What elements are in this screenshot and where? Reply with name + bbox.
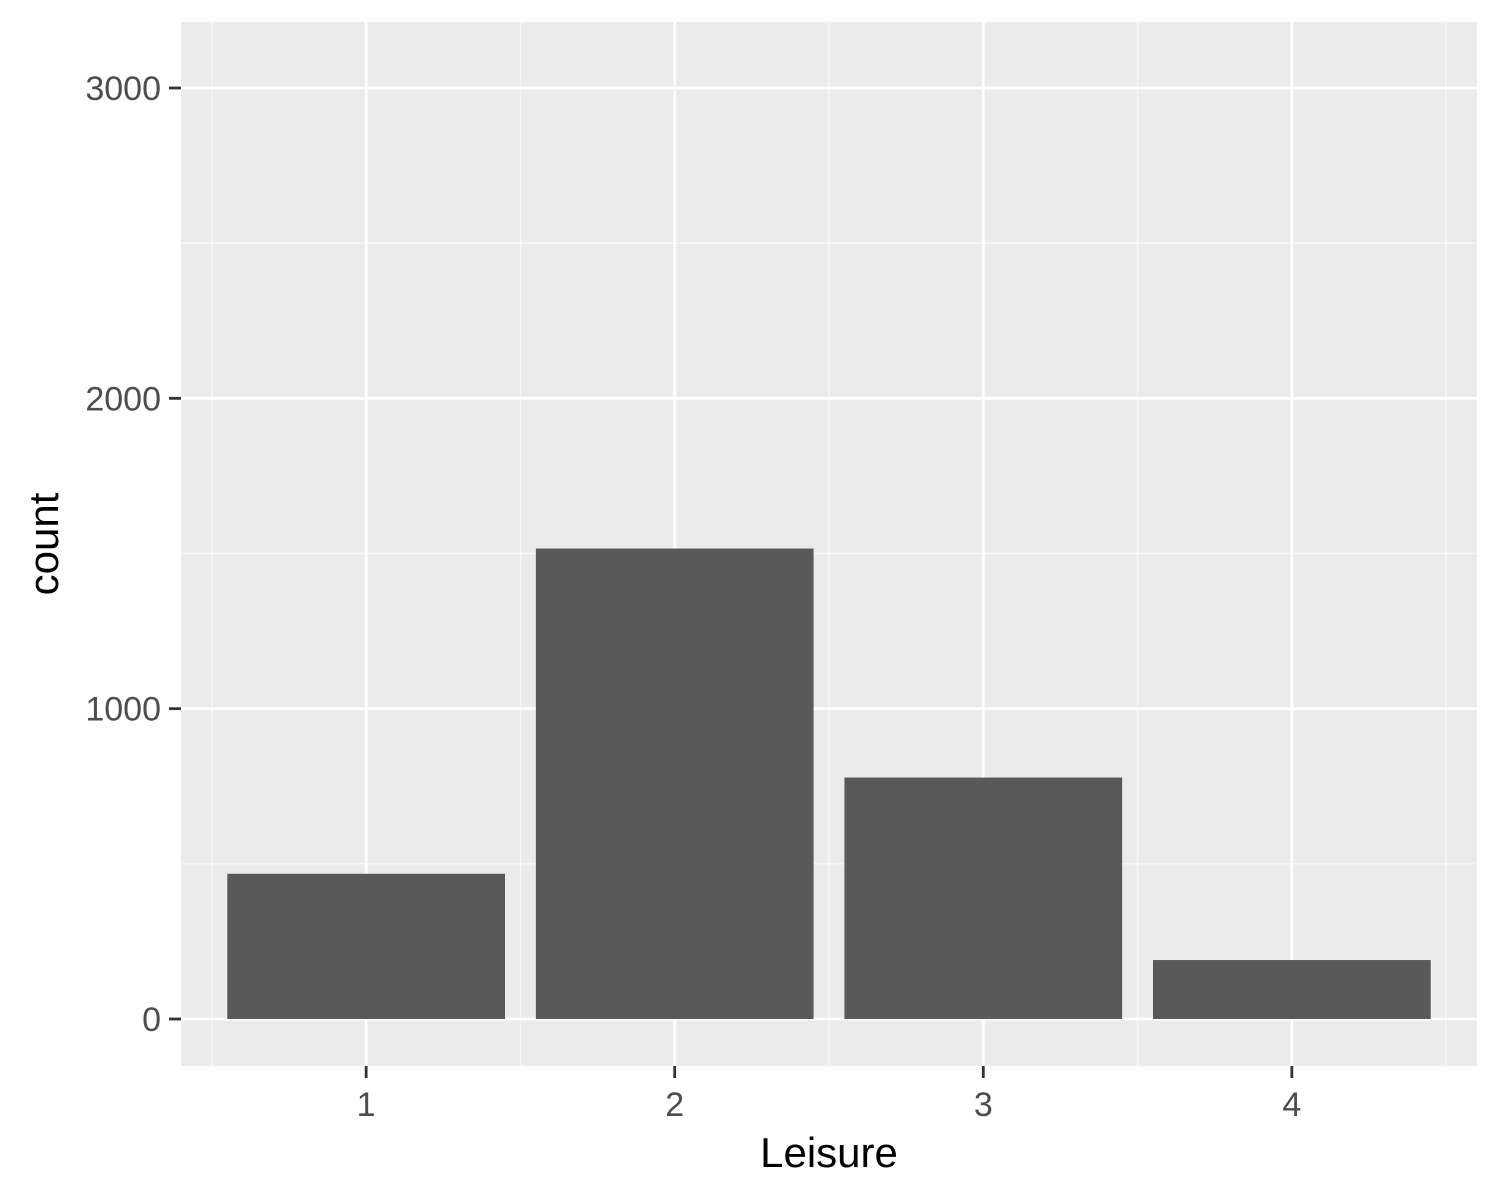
y-tick-label: 0 — [142, 1001, 161, 1039]
x-axis: 1 2 3 4 — [357, 1066, 1301, 1124]
x-tick-label: 1 — [357, 1086, 376, 1124]
y-axis: 0 1000 2000 3000 — [85, 70, 181, 1039]
x-tick-label: 3 — [974, 1086, 993, 1124]
x-axis-title: Leisure — [760, 1129, 898, 1176]
y-axis-title: count — [20, 492, 67, 595]
x-tick-label: 4 — [1282, 1086, 1301, 1124]
minor-gridlines — [181, 22, 1477, 1066]
bars — [227, 548, 1431, 1019]
y-tick-label: 3000 — [85, 70, 161, 108]
bar-4 — [1153, 960, 1431, 1019]
x-tick-label: 2 — [665, 1086, 684, 1124]
bar-2 — [535, 548, 814, 1019]
bar-1 — [227, 873, 506, 1019]
y-tick-label: 1000 — [85, 691, 161, 729]
bar-3 — [844, 777, 1123, 1019]
y-tick-label: 2000 — [85, 380, 161, 418]
